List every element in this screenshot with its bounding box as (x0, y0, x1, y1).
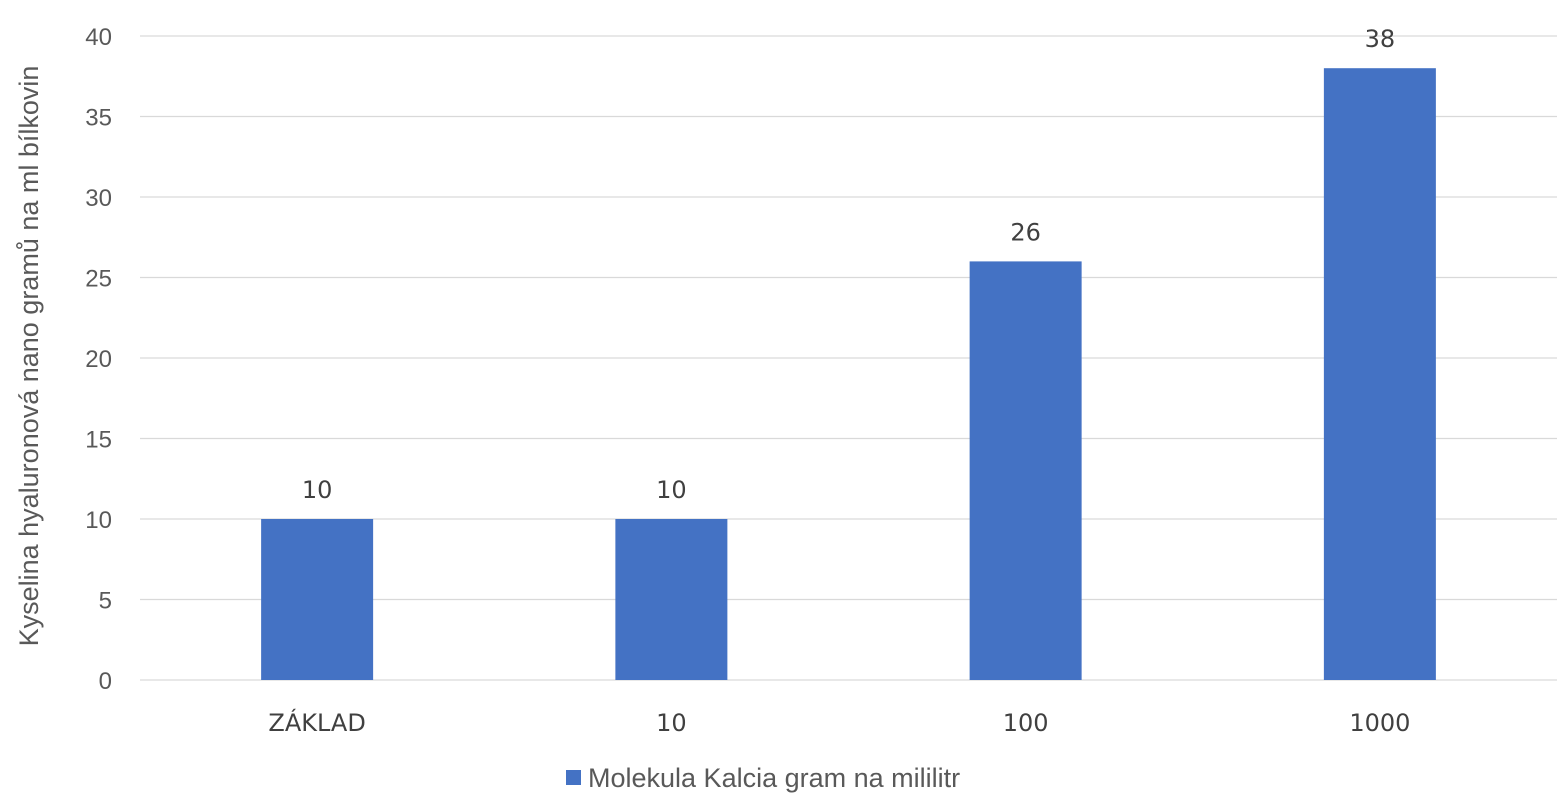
y-axis-ticks: 0 5 10 15 20 25 30 35 40 (85, 24, 112, 695)
x-tick-label: 10 (656, 709, 687, 737)
y-tick-label: 15 (85, 427, 112, 454)
y-tick-label: 30 (85, 185, 112, 212)
y-tick-label: 25 (85, 266, 112, 293)
y-tick-label: 10 (85, 507, 112, 534)
gridlines (140, 35, 1557, 681)
x-axis-ticks: ZÁKLAD 10 100 1000 (268, 708, 1410, 737)
x-tick-label: 1000 (1349, 709, 1410, 737)
bar (615, 519, 728, 680)
legend-swatch (566, 770, 581, 785)
y-tick-label: 35 (85, 105, 112, 132)
y-tick-label: 40 (85, 24, 112, 51)
bar-value-label: 26 (1010, 218, 1041, 246)
legend: Molekula Kalcia gram na mililitr (566, 763, 960, 793)
legend-label: Molekula Kalcia gram na mililitr (588, 763, 960, 793)
bar-value-label: 10 (656, 476, 687, 504)
y-tick-label: 20 (85, 346, 112, 373)
x-tick-label: 100 (1003, 709, 1049, 737)
bars (261, 68, 1436, 680)
bar-value-label: 10 (302, 476, 333, 504)
x-tick-label: ZÁKLAD (268, 708, 365, 737)
bar (969, 261, 1082, 680)
bar (261, 519, 374, 680)
y-axis-label: Kyselina hyaluronová nano gramů na ml bí… (14, 66, 44, 647)
bar (1323, 68, 1436, 680)
y-tick-label: 0 (99, 668, 112, 695)
y-tick-label: 5 (99, 588, 112, 615)
data-labels: 10 10 26 38 (302, 25, 1395, 504)
bar-value-label: 38 (1365, 25, 1396, 53)
